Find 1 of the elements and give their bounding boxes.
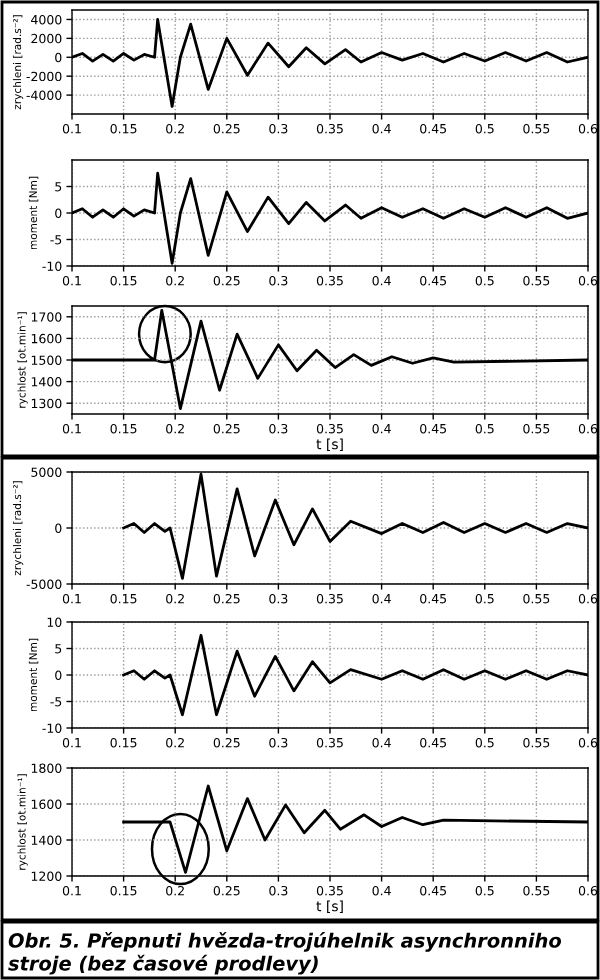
text: Obr. 5. Přepnuti hvězda-trojúhelnik asynchronniho stroje (bez časové prodlevy) [8,932,562,975]
